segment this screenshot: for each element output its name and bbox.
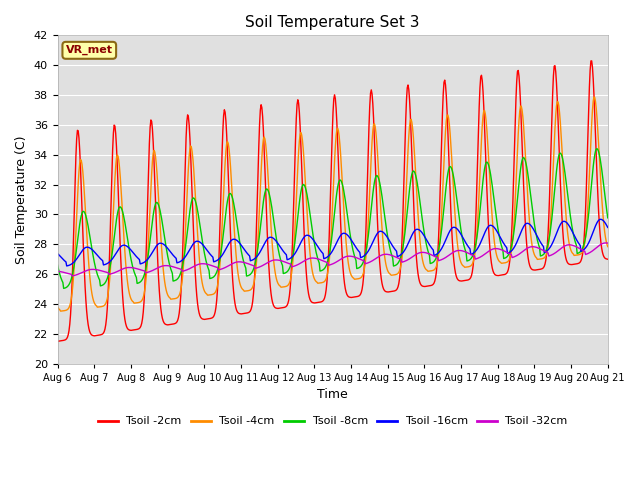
Tsoil -32cm	[177, 266, 184, 272]
Tsoil -8cm	[177, 270, 184, 276]
Tsoil -2cm	[399, 196, 407, 202]
Tsoil -8cm	[417, 201, 424, 207]
X-axis label: Time: Time	[317, 388, 348, 401]
Y-axis label: Soil Temperature (C): Soil Temperature (C)	[15, 135, 28, 264]
Tsoil -16cm	[121, 242, 129, 248]
Line: Tsoil -8cm: Tsoil -8cm	[58, 149, 608, 288]
Tsoil -16cm	[63, 263, 70, 269]
Tsoil -32cm	[54, 268, 61, 274]
Tsoil -16cm	[401, 248, 408, 254]
Tsoil -8cm	[54, 262, 61, 268]
Tsoil -2cm	[205, 316, 213, 322]
Tsoil -4cm	[57, 308, 65, 314]
Tsoil -2cm	[604, 256, 612, 262]
Tsoil -8cm	[604, 215, 612, 221]
Tsoil -4cm	[401, 228, 408, 234]
Tsoil -8cm	[121, 219, 129, 225]
Tsoil -8cm	[401, 236, 408, 241]
Legend: Tsoil -2cm, Tsoil -4cm, Tsoil -8cm, Tsoil -16cm, Tsoil -32cm: Tsoil -2cm, Tsoil -4cm, Tsoil -8cm, Tsoi…	[93, 412, 572, 431]
Tsoil -16cm	[604, 225, 612, 230]
Tsoil -4cm	[206, 292, 214, 298]
Tsoil -32cm	[121, 265, 129, 271]
Tsoil -32cm	[63, 270, 71, 276]
Tsoil -32cm	[604, 240, 612, 246]
Tsoil -32cm	[417, 250, 424, 255]
Tsoil -8cm	[60, 286, 67, 291]
Tsoil -16cm	[65, 263, 72, 268]
Tsoil -2cm	[63, 334, 71, 340]
Title: Soil Temperature Set 3: Soil Temperature Set 3	[245, 15, 420, 30]
Tsoil -2cm	[415, 278, 423, 284]
Line: Tsoil -2cm: Tsoil -2cm	[58, 61, 608, 341]
Tsoil -32cm	[401, 259, 408, 264]
Tsoil -2cm	[176, 303, 184, 309]
Tsoil -32cm	[602, 240, 609, 246]
Tsoil -16cm	[597, 216, 605, 222]
Tsoil -16cm	[206, 251, 214, 257]
Tsoil -4cm	[54, 304, 61, 310]
Tsoil -2cm	[120, 311, 128, 316]
Tsoil -16cm	[417, 228, 424, 234]
Tsoil -32cm	[68, 273, 76, 279]
Tsoil -4cm	[417, 240, 424, 246]
Tsoil -8cm	[593, 146, 601, 152]
Tsoil -4cm	[65, 306, 72, 312]
Line: Tsoil -4cm: Tsoil -4cm	[58, 97, 608, 311]
Tsoil -2cm	[54, 338, 61, 344]
Tsoil -8cm	[206, 276, 214, 281]
Tsoil -16cm	[54, 251, 61, 256]
Line: Tsoil -16cm: Tsoil -16cm	[58, 219, 608, 266]
Text: VR_met: VR_met	[66, 45, 113, 56]
Tsoil -4cm	[590, 94, 598, 100]
Tsoil -4cm	[121, 249, 129, 255]
Tsoil -4cm	[177, 287, 184, 293]
Line: Tsoil -32cm: Tsoil -32cm	[58, 243, 608, 276]
Tsoil -32cm	[206, 262, 214, 268]
Tsoil -16cm	[177, 258, 184, 264]
Tsoil -8cm	[65, 283, 72, 288]
Tsoil -4cm	[604, 244, 612, 250]
Tsoil -2cm	[588, 58, 595, 64]
